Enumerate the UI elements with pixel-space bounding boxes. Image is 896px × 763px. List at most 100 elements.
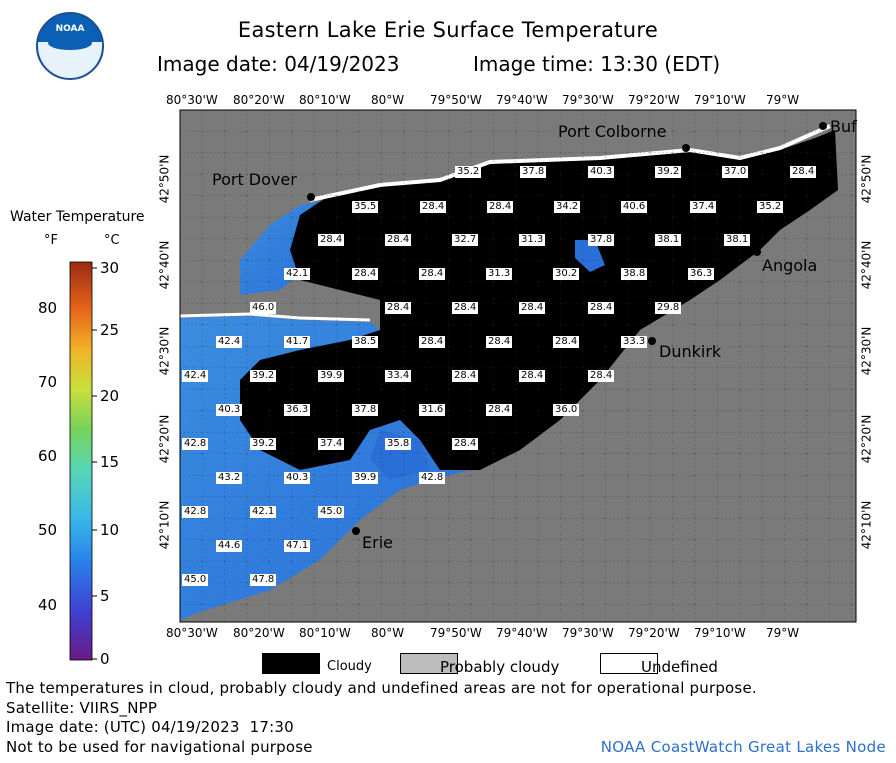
temperature-value-label: 28.4 [790,166,817,178]
temperature-value-label: 45.0 [182,574,209,586]
temperature-value-label: 42.4 [182,370,209,382]
bottom-longitude-label: 79°20'W [628,626,680,640]
temperature-value-label: 31.3 [519,234,546,246]
temperature-value-label: 40.3 [588,166,615,178]
legend-probably-cloudy-swatch [400,653,458,674]
colorbar-f-tick: 40 [38,596,58,614]
place-port-colborne: Port Colborne [558,122,667,141]
footer-satellite: Satellite: VIIRS_NPP [6,699,158,717]
place-port-dover: Port Dover [212,170,297,189]
temperature-value-label: 41.7 [284,336,311,348]
temperature-value-label: 38.1 [655,234,682,246]
temperature-value-label: 31.3 [486,268,513,280]
image-time-label: Image time: 13:30 (EDT) [473,52,721,76]
city-marker-port-colborne [682,144,690,152]
right-latitude-label: 42°50'N [859,154,874,204]
top-longitude-label: 80°20'W [233,93,285,107]
temperature-value-label: 37.0 [722,166,749,178]
left-latitude-label: 42°50'N [157,154,172,204]
temperature-value-label: 39.9 [318,370,345,382]
temperature-value-label: 40.6 [621,201,648,213]
colorbar-f-tick: 60 [38,447,58,465]
temperature-value-label: 37.4 [318,438,345,450]
temperature-value-label: 39.2 [655,166,682,178]
place-erie: Erie [362,533,393,552]
temperature-value-label: 40.3 [284,472,311,484]
legend-probably-cloudy-label: Probably cloudy [440,658,560,676]
legend-cloudy-swatch [262,653,320,674]
colorbar-unit-c: °C [104,233,120,248]
legend-undefined-swatch [600,653,658,674]
temperature-value-label: 29.8 [655,302,682,314]
colorbar-c-tick: 25 [100,321,120,339]
city-marker-angola [753,248,761,256]
left-latitude-label: 42°20'N [157,414,172,464]
temperature-value-label: 44.6 [216,540,243,552]
temperature-value-label: 36.0 [553,404,580,416]
bottom-longitude-label: 80°20'W [233,626,285,640]
place-buffalo: Buf [830,117,857,136]
temperature-value-label: 37.8 [352,404,379,416]
temperature-value-label: 37.8 [588,234,615,246]
temperature-value-label: 37.8 [520,166,547,178]
temperature-value-label: 35.2 [757,201,784,213]
top-longitude-label: 80°10'W [299,93,351,107]
temperature-value-label: 28.4 [318,234,345,246]
footer-credit: NOAA CoastWatch Great Lakes Node [600,738,886,756]
place-angola: Angola [762,256,818,275]
bottom-longitude-label: 80°W [371,626,405,640]
temperature-value-label: 39.2 [250,370,277,382]
colorbar-f-tick: 50 [38,521,58,539]
temperature-value-label: 35.2 [455,166,482,178]
colorbar-c-tick: 10 [100,521,120,539]
temperature-value-label: 28.4 [452,302,479,314]
temperature-value-label: 37.4 [690,201,717,213]
map-frame [179,109,857,623]
city-marker-erie [352,527,360,535]
temperature-value-label: 47.8 [250,574,277,586]
colorbar-c-tick: 20 [100,387,120,405]
temperature-value-label: 42.1 [284,268,311,280]
top-longitude-label: 80°W [371,93,405,107]
footer-utc-date: Image date: (UTC) 04/19/2023 17:30 [6,718,294,736]
left-latitude-label: 42°30'N [157,326,172,376]
temperature-value-label: 39.9 [352,472,379,484]
right-latitude-label: 42°40'N [859,240,874,290]
temperature-value-label: 31.6 [419,404,446,416]
bottom-longitude-label: 79°40'W [496,626,548,640]
top-longitude-label: 79°40'W [496,93,548,107]
noaa-logo: NOAA [36,12,104,80]
temperature-value-label: 36.3 [284,404,311,416]
colorbar-ticks [92,267,97,660]
temperature-value-label: 42.8 [182,506,209,518]
temperature-value-label: 38.1 [724,234,751,246]
temperature-value-label: 46.0 [250,302,277,314]
temperature-value-label: 28.4 [519,302,546,314]
top-longitude-label: 79°50'W [430,93,482,107]
top-longitude-label: 80°30'W [166,93,218,107]
temperature-colorbar [69,261,93,661]
footer-nav-warning: Not to be used for navigational purpose [6,738,313,756]
city-marker-buffalo [819,122,827,130]
temperature-value-label: 38.8 [621,268,648,280]
temperature-value-label: 42.8 [182,438,209,450]
top-longitude-label: 79°W [766,93,800,107]
bottom-longitude-label: 79°50'W [430,626,482,640]
temperature-value-label: 33.3 [621,336,648,348]
temperature-value-label: 42.4 [216,336,243,348]
legend-undefined-label: Undefined [641,658,718,676]
image-date-label: Image date: 04/19/2023 [157,52,400,76]
temperature-value-label: 45.0 [318,506,345,518]
temperature-value-label: 40.3 [216,404,243,416]
temperature-value-label: 33.4 [385,370,412,382]
colorbar-c-tick: 0 [100,650,110,668]
temperature-value-label: 39.2 [250,438,277,450]
temperature-value-label: 32.7 [452,234,479,246]
temperature-value-label: 30.2 [553,268,580,280]
temperature-value-label: 28.4 [588,302,615,314]
bottom-longitude-label: 79°30'W [562,626,614,640]
page-title: Eastern Lake Erie Surface Temperature [237,18,659,42]
footer-note: The temperatures in cloud, probably clou… [6,679,757,697]
temperature-value-label: 28.4 [385,302,412,314]
